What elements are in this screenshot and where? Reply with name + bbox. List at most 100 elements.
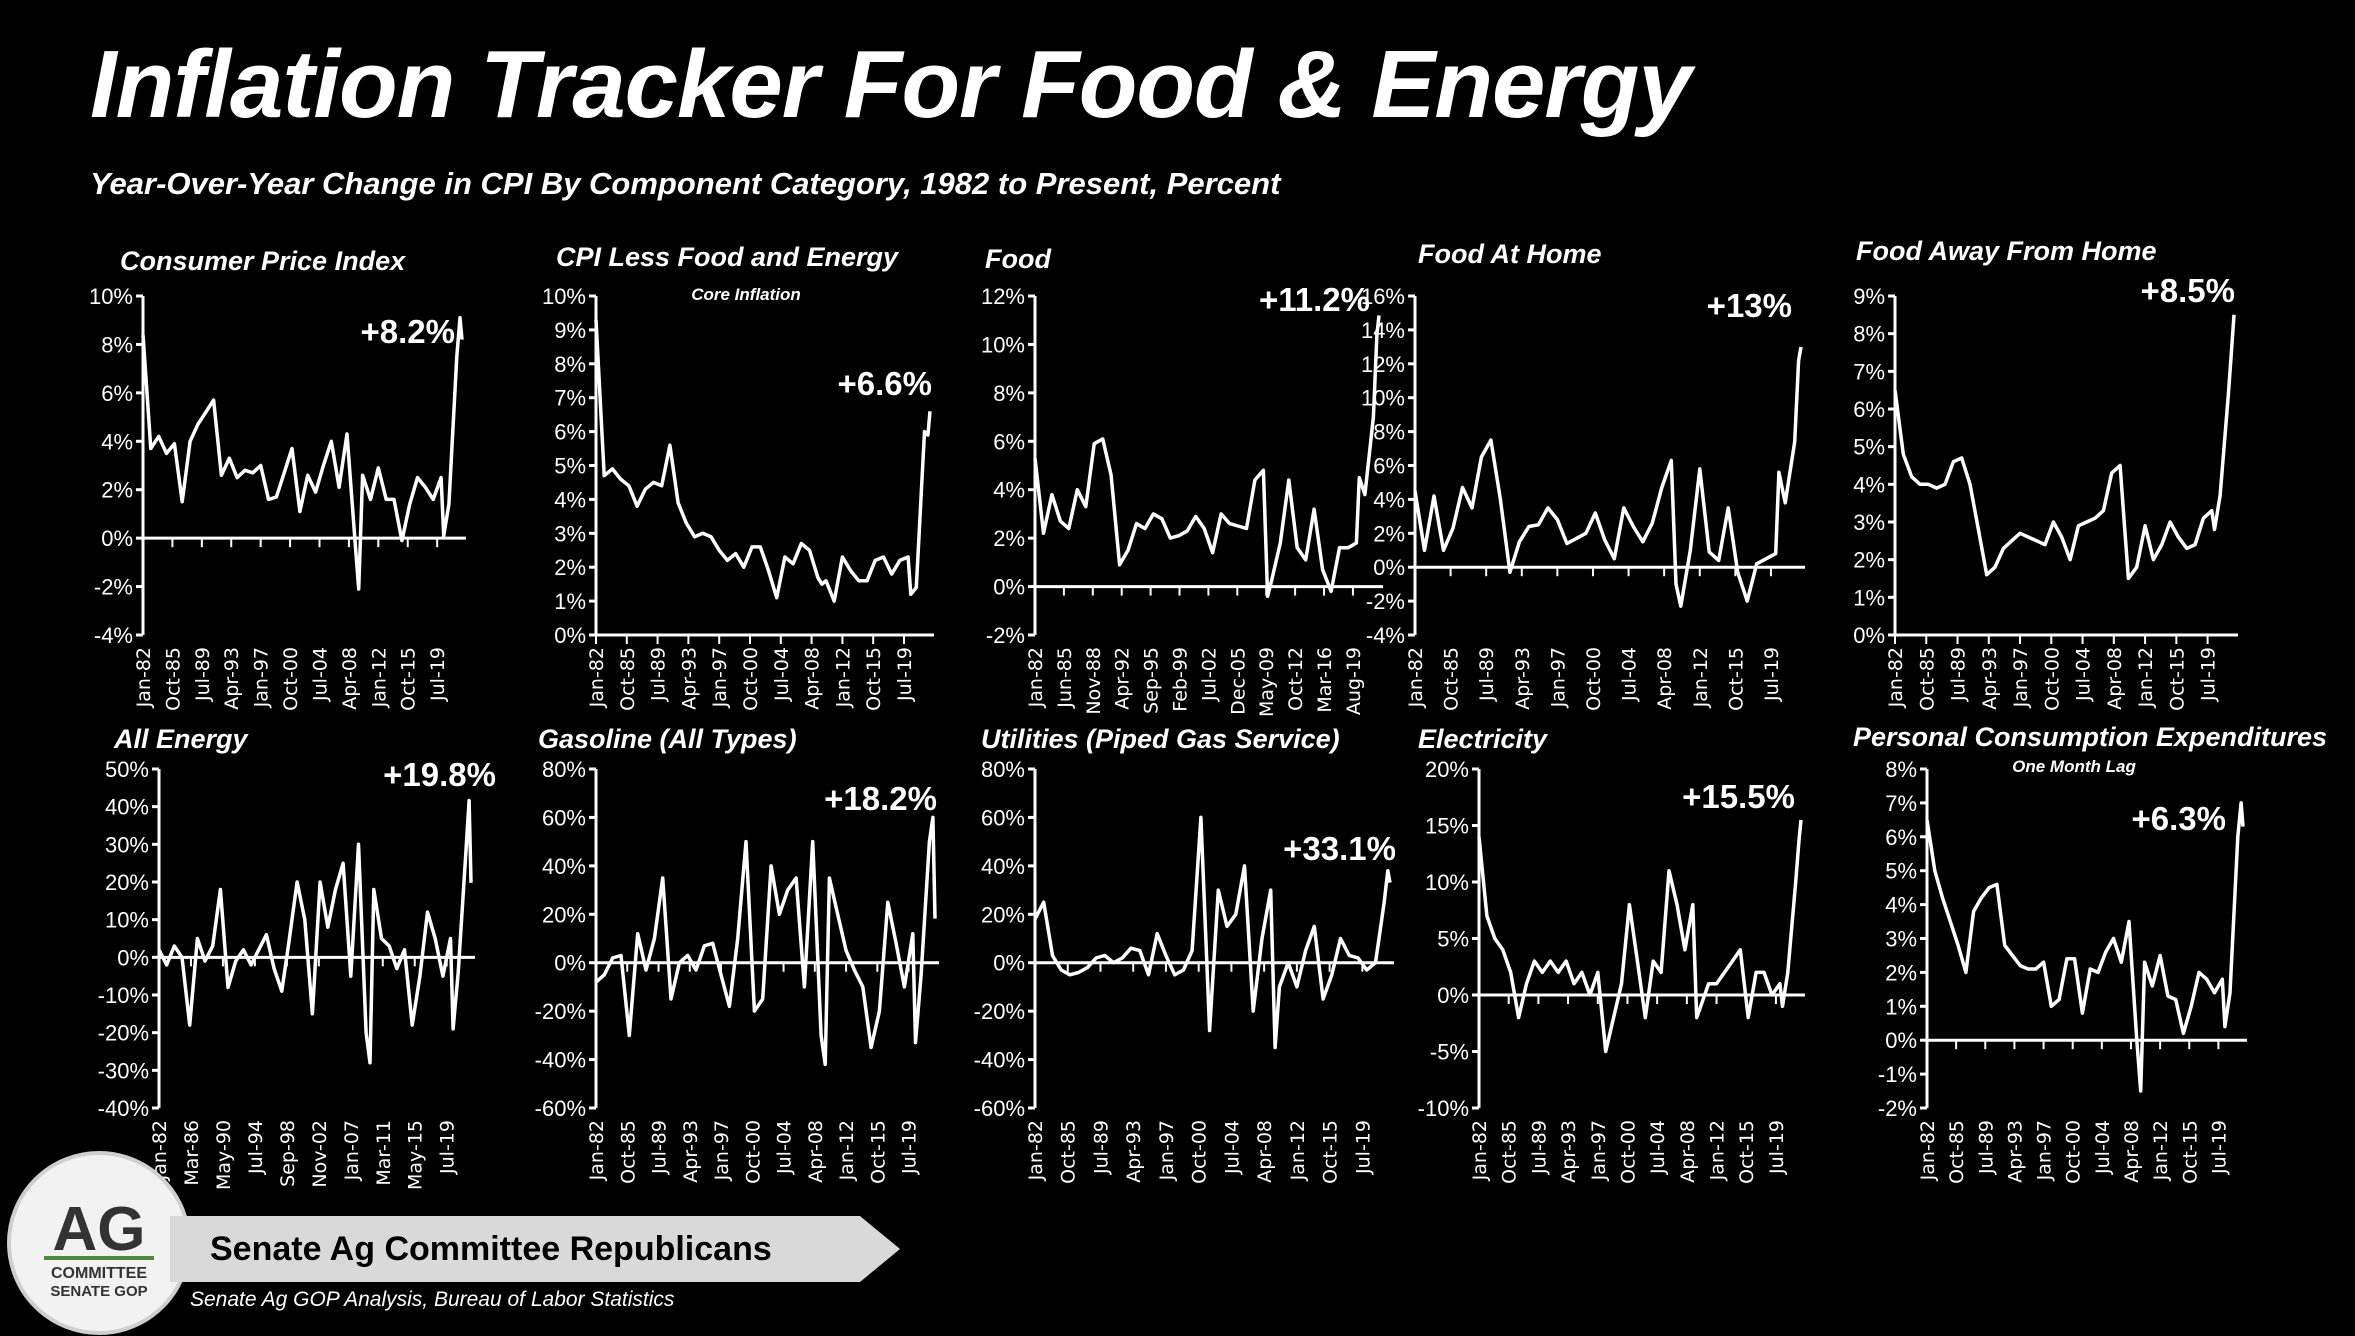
y-tick-label: 10%: [981, 332, 1025, 357]
x-tick-label: Apr-93: [678, 647, 700, 710]
x-tick-label: Jul-04: [1221, 1120, 1243, 1175]
y-tick-label: 6%: [1885, 825, 1917, 850]
y-tick-label: 12%: [1361, 352, 1405, 377]
x-tick-label: Jul-19: [1766, 1120, 1788, 1175]
chart-title: Electricity: [1418, 724, 1549, 754]
y-tick-label: -40%: [535, 1048, 586, 1073]
x-tick-label: Jan-07: [341, 1120, 363, 1181]
y-tick-label: -4%: [1366, 623, 1405, 648]
x-tick-label: Jan-82: [1885, 647, 1907, 708]
x-tick-label: Mar-16: [1314, 647, 1336, 713]
latest-value-callout: +18.2%: [824, 780, 937, 817]
x-tick-label: Oct-00: [1189, 1120, 1211, 1184]
y-tick-label: 40%: [105, 795, 149, 820]
y-tick-label: 60%: [981, 805, 1025, 830]
y-tick-label: 7%: [1885, 791, 1917, 816]
x-tick-label: Oct-00: [742, 1120, 764, 1184]
series-line: [1893, 314, 2236, 581]
x-tick-label: Jul-89: [1528, 1120, 1550, 1175]
y-tick-label: 2%: [1853, 548, 1885, 573]
y-tick-label: 20%: [981, 902, 1025, 927]
x-tick-label: Sep-98: [277, 1120, 299, 1187]
y-tick-label: -20%: [98, 1021, 149, 1046]
chart-1: Consumer Price Index10%8%6%4%2%0%-2%-4%J…: [89, 246, 466, 711]
x-tick-label: Oct-00: [2041, 647, 2063, 711]
x-tick-label: Jan-12: [832, 647, 854, 708]
footer-banner-text: Senate Ag Committee Republicans: [210, 1230, 772, 1268]
x-tick-label: Jan-97: [2034, 1120, 2056, 1181]
x-tick-label: Jul-19: [427, 647, 449, 702]
y-tick-label: 9%: [554, 318, 586, 343]
chart-note: Core Inflation: [691, 285, 801, 304]
y-tick-label: 5%: [1437, 927, 1469, 952]
x-tick-label: Jan-82: [1917, 1120, 1939, 1181]
chart-9: Electricity 20% 15% 10% 5% 0% -5% -10%Jan-82 Oct…: [1418, 724, 1805, 1184]
x-tick-label: Apr-93: [1512, 647, 1534, 710]
x-tick-label: Jul-19: [899, 1120, 921, 1175]
chart-8: Utilities (Piped Gas Service) 80% 60% 40% 20…: [974, 724, 1396, 1184]
y-tick-label: 4%: [1885, 893, 1917, 918]
source-note: Senate Ag GOP Analysis, Bureau of Labor …: [190, 1288, 675, 1311]
x-tick-label: Oct-15: [867, 1120, 889, 1184]
footer-banner: [170, 1216, 900, 1282]
series-line: [1477, 819, 1803, 1054]
latest-value-callout: +19.8%: [383, 756, 496, 793]
x-tick-label: Oct-00: [2063, 1120, 2085, 1184]
x-tick-label: Apr-93: [2004, 1120, 2026, 1183]
y-tick-label: -5%: [1430, 1040, 1469, 1065]
x-tick-label: Apr-93: [221, 647, 243, 710]
y-tick-label: 10%: [1361, 386, 1405, 411]
x-tick-label: Jul-19: [2198, 647, 2220, 702]
y-tick-label: 2%: [993, 526, 1025, 551]
x-tick-label: Apr-92: [1112, 647, 1134, 710]
x-tick-label: Jul-04: [1619, 647, 1641, 702]
x-tick-label: Jul-19: [1352, 1120, 1374, 1175]
y-tick-label: -60%: [535, 1096, 586, 1121]
x-tick-label: Oct-85: [162, 647, 184, 711]
y-tick-label: 2%: [1885, 960, 1917, 985]
y-tick-label: 14%: [1361, 318, 1405, 343]
y-tick-label: 8%: [1853, 322, 1885, 347]
x-tick-label: Jul-04: [309, 647, 331, 702]
x-tick-label: Apr-08: [339, 647, 361, 710]
y-tick-label: 50%: [105, 757, 149, 782]
x-tick-label: Jul-89: [1948, 647, 1970, 702]
x-tick-label: Jan-82: [149, 1120, 171, 1181]
x-tick-label: Jul-94: [245, 1120, 267, 1175]
y-tick-label: 0%: [554, 951, 586, 976]
latest-value-callout: +13%: [1707, 287, 1792, 324]
y-tick-label: 20%: [542, 902, 586, 927]
x-tick-label: Jan-97: [1156, 1120, 1178, 1181]
series-line: [1033, 815, 1392, 1050]
x-tick-label: Apr-93: [1123, 1120, 1145, 1183]
x-tick-label: Jan-12: [1707, 1120, 1729, 1181]
x-tick-label: Jan-12: [1690, 647, 1712, 708]
x-tick-label: Apr-93: [1558, 1120, 1580, 1183]
y-tick-label: 20%: [105, 870, 149, 895]
y-tick-label: 9%: [1853, 284, 1885, 309]
latest-value-callout: +11.2%: [1259, 281, 1370, 318]
x-tick-label: Jan-97: [709, 647, 731, 708]
x-tick-label: Oct-15: [1320, 1120, 1342, 1184]
y-tick-label: 2%: [554, 555, 586, 580]
x-tick-label: Jul-89: [1476, 647, 1498, 702]
x-tick-label: Apr-08: [2121, 1120, 2143, 1183]
y-tick-label: 1%: [554, 589, 586, 614]
latest-value-callout: +15.5%: [1682, 778, 1795, 815]
series-line: [1413, 346, 1803, 608]
y-tick-label: 2%: [1373, 521, 1405, 546]
y-tick-label: 1%: [1853, 585, 1885, 610]
x-tick-label: Oct-85: [1441, 647, 1463, 711]
y-tick-label: -10%: [98, 983, 149, 1008]
x-tick-label: Oct-85: [1916, 647, 1938, 711]
x-tick-label: Jul-19: [894, 647, 916, 702]
series-line: [594, 319, 932, 603]
x-tick-label: Jul-89: [648, 647, 670, 702]
x-tick-label: Jul-89: [649, 1120, 671, 1175]
x-tick-label: Apr-08: [1654, 647, 1676, 710]
series-line: [1033, 315, 1381, 599]
x-tick-label: Oct-85: [1946, 1120, 1968, 1184]
x-tick-label: Apr-93: [1979, 647, 2001, 710]
x-tick-label: Apr-93: [680, 1120, 702, 1183]
y-tick-label: 10%: [89, 284, 133, 309]
